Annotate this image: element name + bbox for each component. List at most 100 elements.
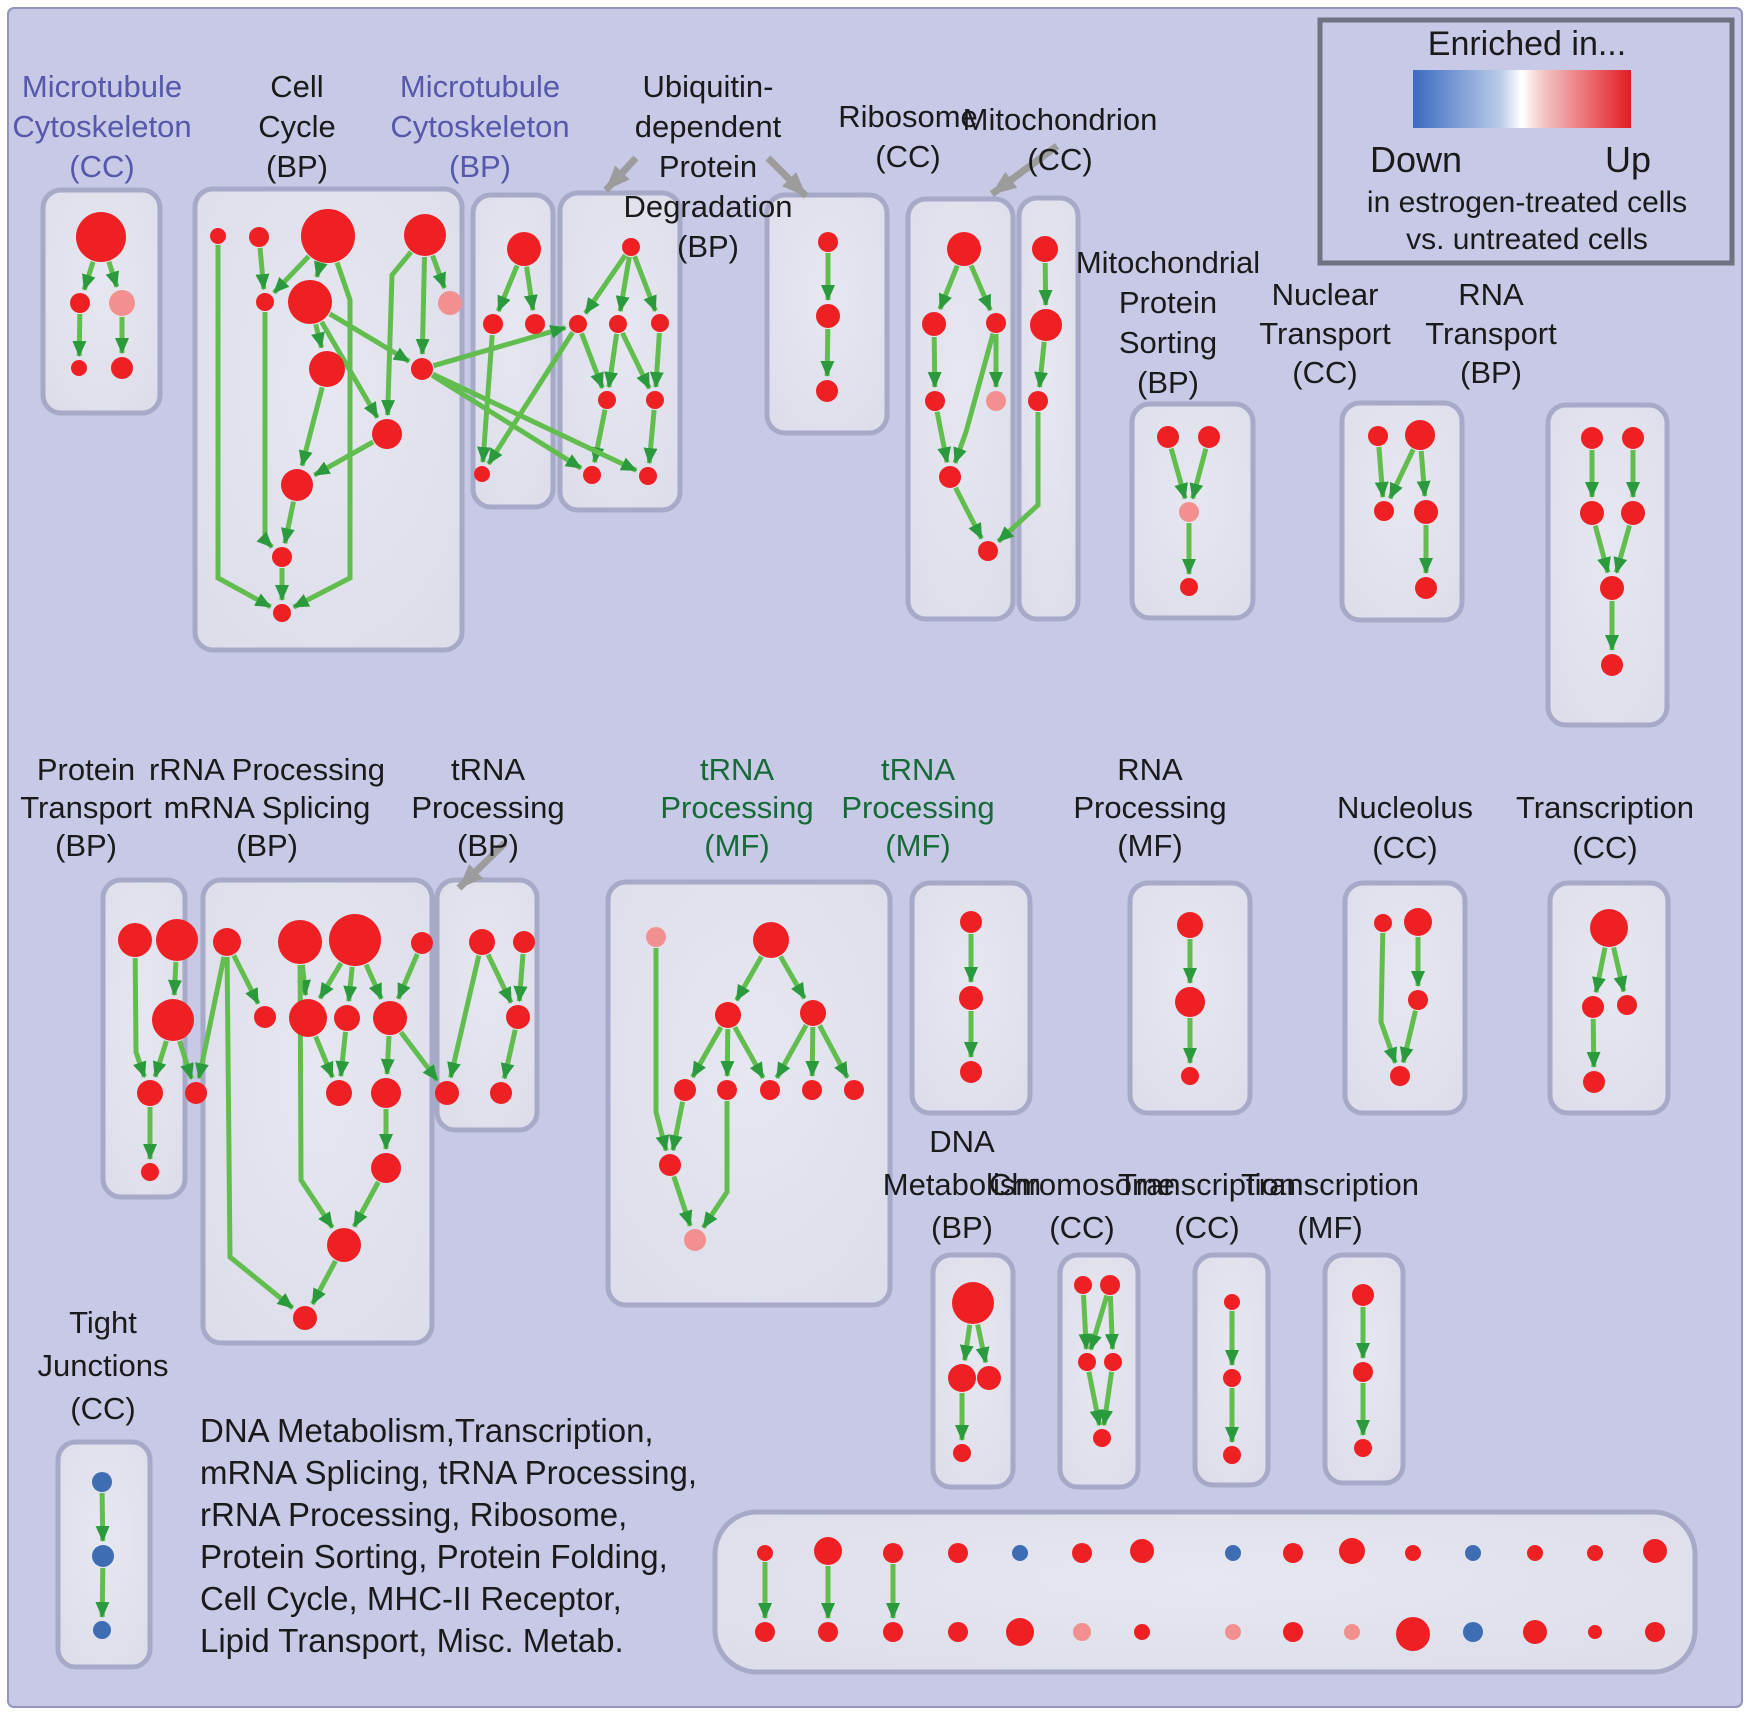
go-term-node-tight-junctions	[93, 1621, 111, 1639]
go-term-node-mixed-functions	[1225, 1624, 1241, 1640]
go-term-node-cell-cycle	[288, 280, 332, 324]
go-term-node-dna-metabolism	[953, 1444, 971, 1462]
go-term-node-ubiquitin-protein-degradation-1	[622, 238, 640, 256]
cluster-label-transcription-cc-line: Transcription	[1516, 790, 1694, 825]
go-term-node-mixed-functions	[883, 1622, 903, 1642]
go-term-node-ubiquitin-protein-degradation-1	[609, 315, 627, 333]
go-term-node-chromosome	[1093, 1429, 1111, 1447]
go-term-node-rna-transport	[1600, 576, 1624, 600]
go-term-node-nuclear-transport	[1415, 577, 1437, 599]
annotation-pointer-arrow	[456, 840, 508, 891]
go-term-node-ubiquitin-protein-degradation-1	[598, 391, 616, 409]
go-term-node-cell-cycle	[309, 351, 345, 387]
go-term-node-trna-processing-mf-1	[844, 1080, 864, 1100]
legend-box	[1317, 17, 1735, 266]
go-term-node-dna-metabolism	[977, 1366, 1001, 1390]
edge-cell-cycle	[215, 245, 272, 609]
go-term-node-ubiquitin-protein-degradation-1	[646, 391, 664, 409]
edge-trna-processing-mf-1	[774, 1023, 809, 1080]
go-term-node-mixed-functions	[1134, 1624, 1150, 1640]
cluster-label-cell-cycle: Cell Cycle (BP)	[258, 69, 336, 184]
edge-cell-cycle	[256, 312, 274, 549]
go-term-node-nucleolus	[1408, 990, 1428, 1010]
go-term-node-microtubule-cytoskeleton-cc	[76, 212, 126, 262]
cluster-label-microtubule-cytoskeleton-cc-line: Microtubule	[22, 69, 182, 104]
edge-trna-processing-mf-1	[653, 948, 670, 1152]
go-term-node-mixed-functions	[1073, 1623, 1091, 1641]
cross-cluster-edge	[430, 373, 583, 471]
cluster-label-transcription-mf-line: Transcription	[1241, 1167, 1419, 1202]
edge-chromosome	[1104, 1295, 1119, 1350]
go-term-node-cell-cycle	[301, 209, 355, 263]
cluster-label-transcription-cc-2-line: Transcription	[1118, 1167, 1296, 1202]
cluster-label-ribosome-line: (CC)	[875, 139, 940, 174]
go-term-node-rna-transport	[1601, 654, 1623, 676]
go-term-node-mitochondrion	[1032, 236, 1058, 262]
cluster-label-dna-metabolism-line: Metabolism	[883, 1167, 1042, 1202]
edge-ribosome	[937, 264, 960, 311]
cluster-label-rrna-processing-mrna-splicing-line: (BP)	[236, 828, 298, 863]
cluster-label-mitochondrial-protein-sorting-line: (BP)	[1137, 365, 1199, 400]
cluster-label-rna-transport-line: Transport	[1425, 316, 1557, 351]
edge-cell-cycle	[255, 247, 270, 291]
edge-cell-cycle	[292, 261, 353, 610]
go-term-node-transcription-cc	[1617, 995, 1637, 1015]
edge-mitochondrial-protein-sorting	[1168, 447, 1188, 500]
go-term-node-cell-cycle	[272, 547, 292, 567]
edge-rrna-processing-mrna-splicing	[297, 964, 335, 1229]
go-term-node-trna-processing-bp	[469, 929, 495, 955]
go-term-node-cell-cycle	[273, 604, 291, 622]
cluster-label-cell-cycle-line: Cell	[270, 69, 323, 104]
go-term-node-mixed-functions	[1283, 1622, 1303, 1642]
cluster-box-microtubule-cytoskeleton-bp	[470, 192, 556, 510]
footer-category-list: DNA Metabolism,Transcription, mRNA Splici…	[200, 1412, 697, 1659]
edge-rrna-processing-mrna-splicing	[343, 966, 358, 1003]
edge-trna-processing-mf-1	[817, 1024, 850, 1079]
footer-line: DNA Metabolism,Transcription,	[200, 1412, 654, 1449]
go-term-node-trna-processing-mf-1	[717, 1080, 737, 1100]
edge-ubiquitin-protein-degradation-1	[620, 331, 652, 390]
cross-cluster-edge	[996, 412, 1041, 544]
cluster-box-chromosome	[1057, 1252, 1141, 1490]
go-term-node-protein-transport	[137, 1080, 163, 1106]
go-term-node-nucleolus	[1390, 1066, 1410, 1086]
go-term-node-transcription-mf	[1352, 1284, 1374, 1306]
go-term-node-rrna-processing-mrna-splicing	[327, 1228, 361, 1262]
go-term-node-rrna-processing-mrna-splicing	[334, 1005, 360, 1031]
go-term-node-rrna-processing-mrna-splicing	[293, 1306, 317, 1330]
go-term-node-rrna-processing-mrna-splicing	[278, 920, 322, 964]
go-term-node-mixed-functions	[1527, 1545, 1543, 1561]
edge-chromosome	[1099, 1371, 1115, 1427]
go-term-node-chromosome	[1074, 1276, 1092, 1294]
go-term-node-mixed-functions	[1588, 1625, 1602, 1639]
go-term-node-mitochondrial-protein-sorting	[1180, 578, 1198, 596]
cluster-label-protein-transport: Protein Transport (BP)	[20, 752, 152, 863]
cluster-label-protein-transport-line: (BP)	[55, 828, 117, 863]
go-term-node-ribosome	[978, 541, 998, 561]
cluster-label-rna-transport: RNA Transport (BP)	[1425, 277, 1557, 390]
go-term-node-mixed-functions	[1072, 1543, 1092, 1563]
go-term-node-cell-cycle	[372, 419, 402, 449]
cluster-label-cell-cycle-line: Cycle	[258, 109, 336, 144]
edge-cell-cycle	[313, 439, 375, 478]
go-term-node-ubiquitin-protein-degradation-2	[818, 232, 838, 252]
cluster-label-rrna-processing-mrna-splicing-line: mRNA Splicing	[164, 790, 371, 825]
go-term-node-cell-cycle	[210, 228, 226, 244]
go-term-node-mixed-functions	[1643, 1539, 1667, 1563]
cluster-box-trna-processing-mf-1	[605, 879, 893, 1308]
go-term-node-cell-cycle	[411, 358, 433, 380]
edge-trna-processing-mf-1	[701, 1101, 730, 1229]
edge-rna-transport	[1613, 524, 1632, 574]
go-term-node-mixed-functions	[1225, 1545, 1241, 1561]
cluster-label-dna-metabolism-line: DNA	[929, 1124, 995, 1159]
cluster-label-mitochondrial-protein-sorting-line: Mitochondrial	[1076, 245, 1260, 280]
cluster-label-nuclear-transport: Nuclear Transport (CC)	[1259, 277, 1391, 390]
edge-microtubule-cytoskeleton-bp	[495, 264, 520, 313]
edge-protein-transport	[152, 1040, 169, 1078]
go-term-node-trna-processing-mf-1	[802, 1080, 822, 1100]
cluster-label-dna-metabolism: DNA Metabolism (BP)	[883, 1124, 1042, 1245]
go-term-node-mitochondrial-protein-sorting	[1157, 426, 1179, 448]
edge-rrna-processing-mrna-splicing	[224, 956, 295, 1310]
cluster-label-trna-processing-bp-line: Processing	[411, 790, 564, 825]
